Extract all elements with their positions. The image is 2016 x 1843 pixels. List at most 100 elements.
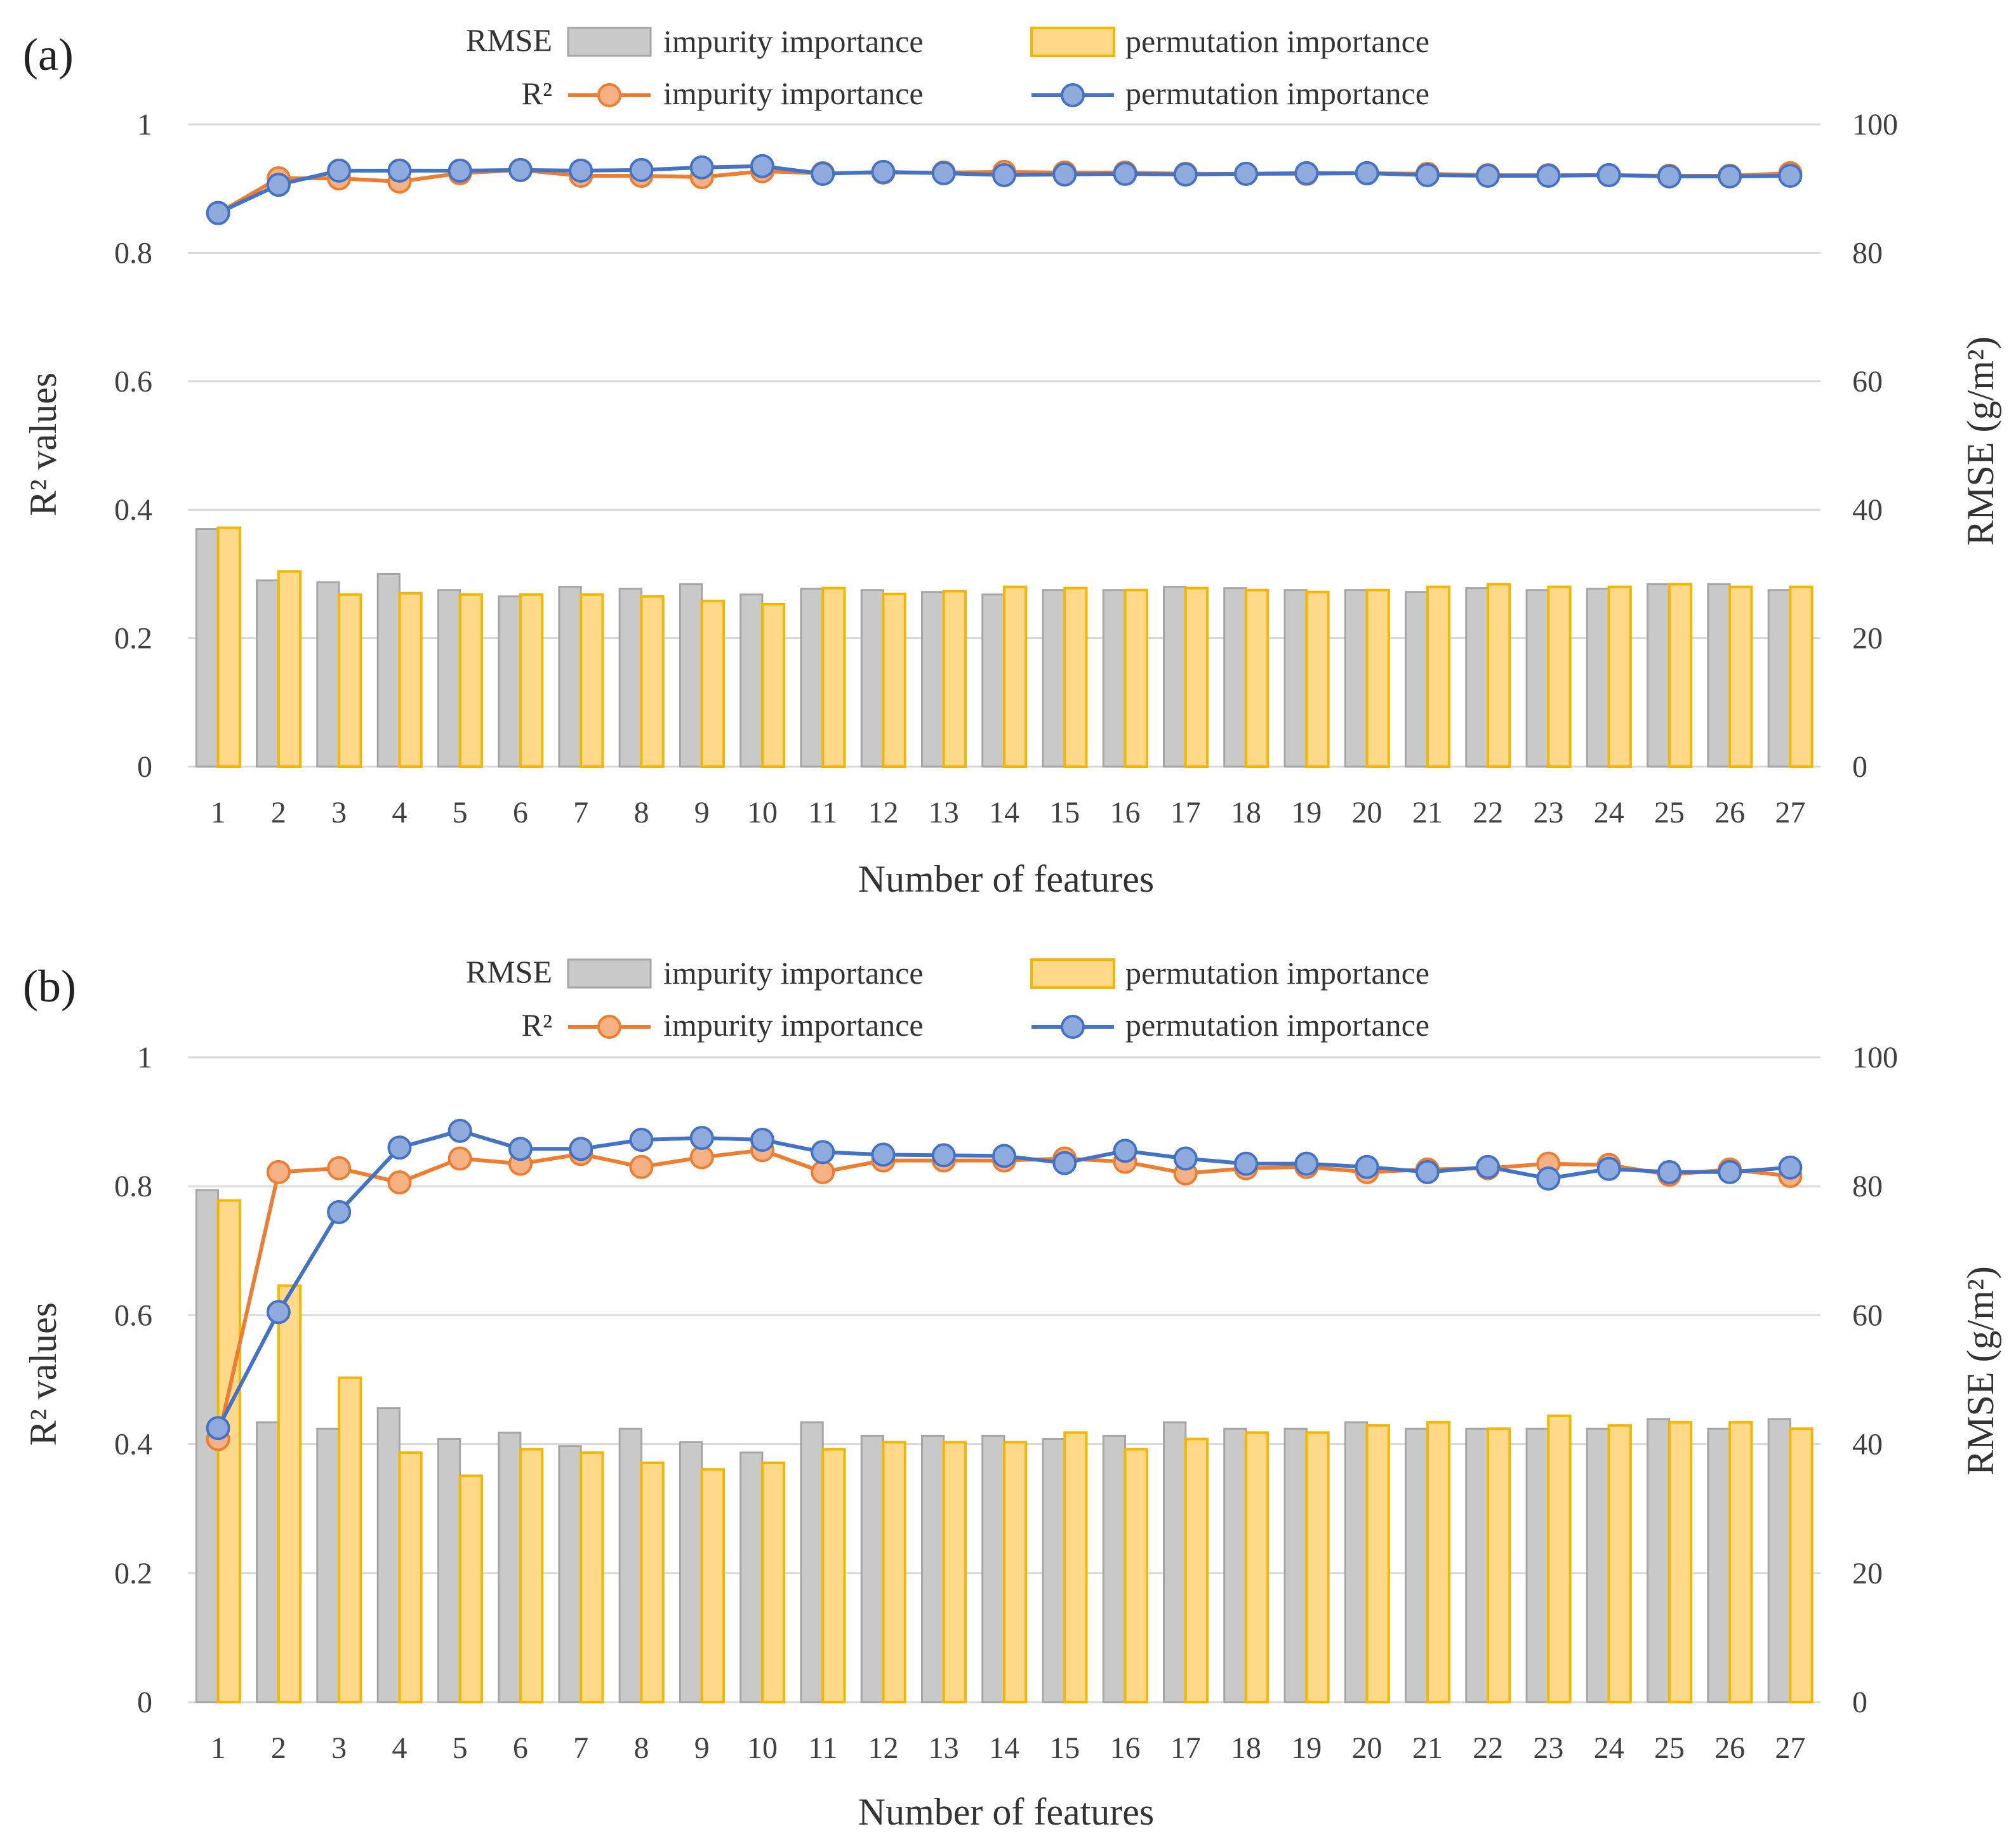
r2-marker-permutation bbox=[931, 1143, 956, 1168]
r2-marker-permutation bbox=[629, 157, 654, 182]
r2-marker-permutation bbox=[266, 173, 291, 197]
r2-marker-permutation bbox=[1294, 161, 1319, 185]
y-axis-title-right: RMSE (g/m²) bbox=[1960, 336, 2001, 546]
x-tick-label: 4 bbox=[392, 1731, 407, 1765]
y-tick-label-right: 60 bbox=[1852, 1298, 1883, 1332]
r2-marker-permutation bbox=[1718, 1159, 1742, 1184]
y-tick-label-right: 60 bbox=[1852, 365, 1883, 399]
x-tick-label: 17 bbox=[1170, 1731, 1201, 1765]
rmse-bar-permutation bbox=[1728, 1421, 1753, 1703]
x-tick-label: 22 bbox=[1473, 796, 1503, 829]
legend-r2-label: R² bbox=[522, 1007, 552, 1043]
r2-marker-permutation bbox=[266, 1300, 291, 1324]
legend-permutation-marker bbox=[1061, 1015, 1085, 1039]
r2-marker-impurity bbox=[448, 1146, 472, 1171]
rmse-bar-impurity bbox=[1707, 1427, 1731, 1703]
r2-marker-permutation bbox=[811, 161, 835, 186]
r2-marker-permutation bbox=[689, 155, 714, 180]
rmse-bar-impurity bbox=[1586, 588, 1610, 768]
rmse-bar-impurity bbox=[800, 588, 824, 768]
rmse-bar-permutation bbox=[277, 570, 302, 768]
rmse-bars bbox=[195, 526, 1814, 769]
rmse-bar-impurity bbox=[498, 1431, 522, 1703]
rmse-bar-permutation bbox=[277, 1284, 302, 1703]
r2-marker-permutation bbox=[629, 1128, 654, 1153]
r2-marker-permutation bbox=[206, 201, 230, 225]
rmse-bar-impurity bbox=[920, 591, 945, 768]
r2-line-impurity bbox=[216, 1148, 1791, 1440]
x-tick-label: 17 bbox=[1170, 796, 1201, 829]
r2-marker-permutation bbox=[508, 1137, 533, 1161]
rmse-bar-permutation bbox=[942, 1441, 967, 1703]
rmse-bar-permutation bbox=[1184, 1437, 1209, 1703]
rmse-bar-permutation bbox=[760, 1462, 786, 1703]
r2-marker-permutation bbox=[1718, 164, 1742, 188]
rmse-bar-permutation bbox=[216, 526, 241, 768]
rmse-bar-permutation bbox=[760, 602, 786, 768]
rmse-bar-impurity bbox=[618, 1427, 642, 1703]
rmse-bar-permutation bbox=[1063, 586, 1088, 768]
legend: RMSE impurity importance permutation imp… bbox=[466, 954, 1429, 1043]
rmse-bar-impurity bbox=[1525, 1427, 1549, 1703]
y-tick-label-left: 1 bbox=[137, 1041, 152, 1074]
x-tick-label: 20 bbox=[1352, 796, 1383, 829]
r2-marker-permutation bbox=[1234, 161, 1259, 186]
legend: RMSE impurity importance permutation imp… bbox=[466, 22, 1429, 111]
rmse-bar-impurity bbox=[981, 593, 1005, 768]
legend-impurity-bar-label: impurity importance bbox=[663, 955, 924, 991]
rmse-bar-permutation bbox=[1607, 585, 1632, 768]
rmse-bar-impurity bbox=[1102, 1434, 1127, 1703]
rmse-bar-permutation bbox=[882, 1441, 906, 1703]
r2-marker-permutation bbox=[327, 158, 352, 183]
rmse-bar-impurity bbox=[1162, 586, 1187, 768]
r2-marker-permutation bbox=[1355, 161, 1379, 185]
x-tick-label: 10 bbox=[747, 1731, 778, 1765]
rmse-bar-impurity bbox=[1223, 587, 1247, 768]
x-tick-label: 13 bbox=[929, 796, 959, 829]
x-tick-label: 3 bbox=[331, 796, 347, 829]
rmse-bar-permutation bbox=[1547, 585, 1572, 768]
r2-marker-permutation bbox=[1294, 1151, 1319, 1176]
x-tick-label: 25 bbox=[1654, 1731, 1685, 1765]
rmse-bar-impurity bbox=[376, 572, 401, 768]
rmse-bar-impurity bbox=[195, 528, 220, 768]
y-tick-label-left: 0.6 bbox=[114, 1298, 152, 1332]
r2-marker-permutation bbox=[327, 1199, 352, 1224]
y-axis-title-left: R² values bbox=[22, 1302, 64, 1446]
rmse-bar-impurity bbox=[1767, 1418, 1791, 1703]
x-tick-label: 25 bbox=[1654, 796, 1685, 829]
rmse-bar-impurity bbox=[1344, 1421, 1369, 1703]
legend-permutation-bar-label: permutation importance bbox=[1125, 955, 1429, 991]
r2-marker-permutation bbox=[871, 1142, 896, 1167]
y-tick-label-right: 0 bbox=[1852, 750, 1867, 784]
r2-marker-permutation bbox=[387, 158, 412, 183]
rmse-bar-permutation bbox=[1607, 1424, 1632, 1703]
rmse-bar-permutation bbox=[1487, 583, 1511, 768]
y-tick-label-left: 0.8 bbox=[114, 1170, 152, 1203]
legend-r2-label: R² bbox=[522, 76, 552, 111]
r2-marker-permutation bbox=[508, 157, 533, 182]
r2-marker-permutation bbox=[387, 1135, 412, 1160]
x-tick-label: 1 bbox=[211, 1731, 226, 1765]
rmse-bar-permutation bbox=[1789, 585, 1814, 768]
panel-b: (b) RMSE impurity importance permutation… bbox=[22, 954, 2001, 1833]
r2-marker-impurity bbox=[387, 1170, 412, 1195]
y-tick-label-left: 1 bbox=[137, 108, 152, 142]
rmse-bar-permutation bbox=[1487, 1427, 1511, 1704]
x-tick-label: 12 bbox=[868, 796, 898, 829]
x-axis-title: Number of features bbox=[858, 1791, 1154, 1833]
y-tick-label-right: 100 bbox=[1852, 108, 1898, 142]
y-tick-label-right: 80 bbox=[1852, 236, 1883, 270]
panel-label: (b) bbox=[23, 961, 76, 1012]
rmse-bar-permutation bbox=[882, 592, 906, 768]
rmse-bar-impurity bbox=[1647, 583, 1671, 768]
rmse-bar-permutation bbox=[1245, 588, 1270, 768]
y-axis-title-left: R² values bbox=[22, 373, 64, 516]
rmse-bar-impurity bbox=[256, 1421, 280, 1703]
rmse-bar-impurity bbox=[437, 589, 461, 768]
x-tick-label: 8 bbox=[633, 1731, 649, 1765]
rmse-bar-permutation bbox=[519, 593, 544, 768]
x-tick-label: 6 bbox=[513, 1731, 528, 1765]
x-tick-label: 7 bbox=[573, 1731, 588, 1765]
